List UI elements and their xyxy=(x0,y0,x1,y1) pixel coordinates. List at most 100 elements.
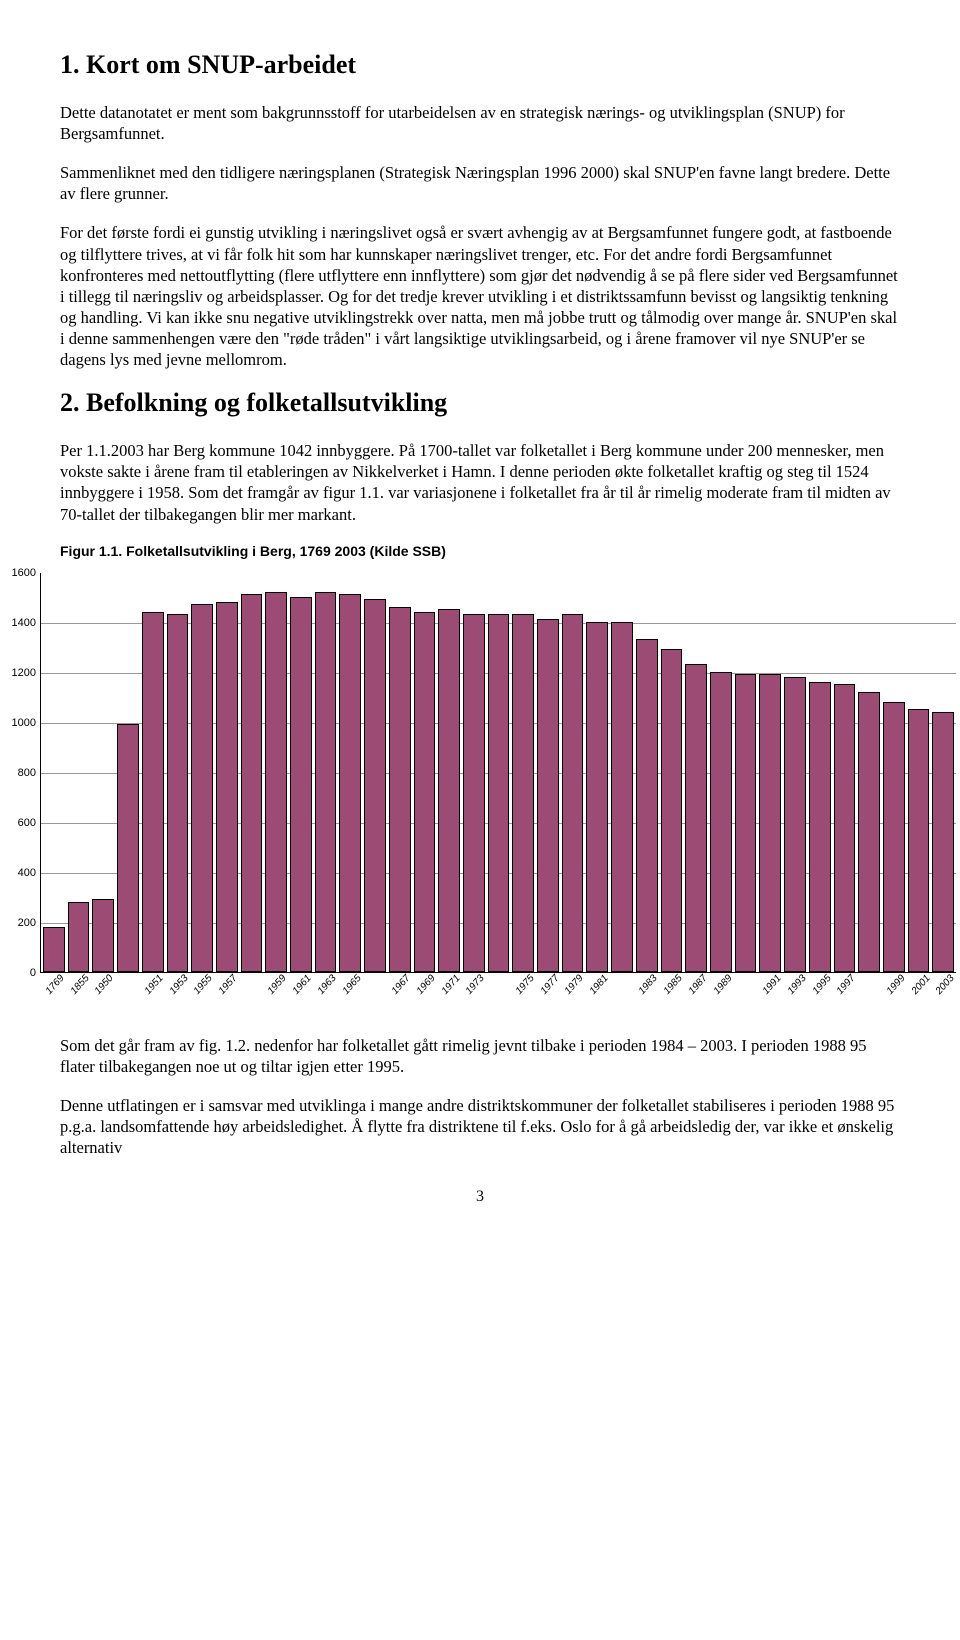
bar xyxy=(685,664,707,972)
bar xyxy=(562,614,584,972)
ytick-label: 0 xyxy=(30,967,36,979)
bar xyxy=(809,682,831,972)
section2-para3: Denne utflatingen er i samsvar med utvik… xyxy=(60,1095,900,1158)
section1-para1: Dette datanotatet er ment som bakgrunnss… xyxy=(60,102,900,144)
xlabel-slot xyxy=(858,973,880,1013)
ytick-label: 800 xyxy=(18,767,36,779)
xtick-label: 1959 xyxy=(266,973,289,997)
xlabel-slot: 1950 xyxy=(91,973,113,1013)
xtick-label: 2001 xyxy=(909,973,932,997)
bar xyxy=(784,677,806,972)
bar xyxy=(883,702,905,972)
figure-caption: Figur 1.1. Folketallsutvikling i Berg, 1… xyxy=(60,543,900,559)
xtick-label: 1979 xyxy=(563,973,586,997)
xlabel-slot: 1961 xyxy=(289,973,311,1013)
xlabel-slot: 1973 xyxy=(462,973,484,1013)
section1-heading: 1. Kort om SNUP-arbeidet xyxy=(60,50,900,80)
bar xyxy=(43,927,65,972)
xlabel-slot: 1995 xyxy=(809,973,831,1013)
xlabel-slot: 1959 xyxy=(265,973,287,1013)
bar xyxy=(142,612,164,972)
xlabel-slot: 1969 xyxy=(413,973,435,1013)
xlabel-slot: 1975 xyxy=(512,973,534,1013)
ytick-label: 200 xyxy=(18,917,36,929)
xlabel-slot: 1953 xyxy=(166,973,188,1013)
chart-bars xyxy=(41,573,956,972)
bar xyxy=(759,674,781,972)
xlabel-slot: 1991 xyxy=(759,973,781,1013)
xlabel-slot: 1977 xyxy=(537,973,559,1013)
xlabel-slot xyxy=(364,973,386,1013)
xlabel-slot: 1989 xyxy=(710,973,732,1013)
xtick-label: 1963 xyxy=(316,973,339,997)
xtick-label: 1953 xyxy=(167,973,190,997)
bar xyxy=(191,604,213,972)
xlabel-slot: 1987 xyxy=(685,973,707,1013)
population-chart: 02004006008001000120014001600 1769185519… xyxy=(2,573,956,1013)
bar xyxy=(858,692,880,972)
chart-xaxis: 176918551950 1951195319551957 195919611963… xyxy=(40,973,956,1013)
bar xyxy=(537,619,559,972)
bar xyxy=(68,902,90,972)
xlabel-slot xyxy=(611,973,633,1013)
xlabel-slot xyxy=(116,973,138,1013)
bar xyxy=(265,592,287,972)
xlabel-slot: 1985 xyxy=(660,973,682,1013)
xlabel-slot xyxy=(487,973,509,1013)
xtick-label: 1950 xyxy=(93,973,116,997)
xtick-label: 1977 xyxy=(538,973,561,997)
xtick-label: 1967 xyxy=(390,973,413,997)
bar xyxy=(512,614,534,972)
xlabel-slot xyxy=(240,973,262,1013)
xtick-label: 1983 xyxy=(637,973,660,997)
xtick-label: 1969 xyxy=(415,973,438,997)
xlabel-slot: 1971 xyxy=(438,973,460,1013)
xtick-label: 1985 xyxy=(662,973,685,997)
xtick-label: 1951 xyxy=(142,973,165,997)
bar xyxy=(932,712,954,972)
xlabel-slot: 1981 xyxy=(586,973,608,1013)
xlabel-slot: 1993 xyxy=(784,973,806,1013)
xlabel-slot xyxy=(735,973,757,1013)
xlabel-slot: 1967 xyxy=(388,973,410,1013)
xtick-label: 1855 xyxy=(68,973,91,997)
xtick-label: 1957 xyxy=(217,973,240,997)
bar xyxy=(661,649,683,972)
section2-heading: 2. Befolkning og folketallsutvikling xyxy=(60,388,900,418)
xtick-label: 1955 xyxy=(192,973,215,997)
chart-yaxis: 02004006008001000120014001600 xyxy=(2,573,40,973)
chart-plot-area xyxy=(40,573,956,973)
ytick-label: 1000 xyxy=(12,717,36,729)
xlabel-slot: 1955 xyxy=(190,973,212,1013)
section1-para2: Sammenliknet med den tidligere næringspl… xyxy=(60,162,900,204)
section2-para2: Som det går fram av fig. 1.2. nedenfor h… xyxy=(60,1035,900,1077)
xtick-label: 1981 xyxy=(588,973,611,997)
bar xyxy=(908,709,930,972)
page-number: 3 xyxy=(60,1188,900,1206)
bar xyxy=(611,622,633,972)
xlabel-slot: 1999 xyxy=(883,973,905,1013)
xlabel-slot: 1963 xyxy=(314,973,336,1013)
xtick-label: 1971 xyxy=(439,973,462,997)
bar xyxy=(586,622,608,972)
ytick-label: 400 xyxy=(18,867,36,879)
xlabel-slot: 1979 xyxy=(561,973,583,1013)
bar xyxy=(364,599,386,972)
bar xyxy=(117,724,139,972)
xtick-label: 1987 xyxy=(687,973,710,997)
xlabel-slot: 1769 xyxy=(42,973,64,1013)
xtick-label: 1975 xyxy=(513,973,536,997)
xtick-label: 1989 xyxy=(711,973,734,997)
section1-para3: For det første fordi ei gunstig utviklin… xyxy=(60,222,900,370)
xtick-label: 1993 xyxy=(786,973,809,997)
ytick-label: 1600 xyxy=(12,567,36,579)
xlabel-slot: 2001 xyxy=(908,973,930,1013)
xlabel-slot: 1951 xyxy=(141,973,163,1013)
xlabel-slot: 1965 xyxy=(339,973,361,1013)
bar xyxy=(290,597,312,972)
xtick-label: 1999 xyxy=(884,973,907,997)
bar xyxy=(315,592,337,972)
bar xyxy=(488,614,510,972)
bar xyxy=(389,607,411,972)
bar xyxy=(710,672,732,972)
